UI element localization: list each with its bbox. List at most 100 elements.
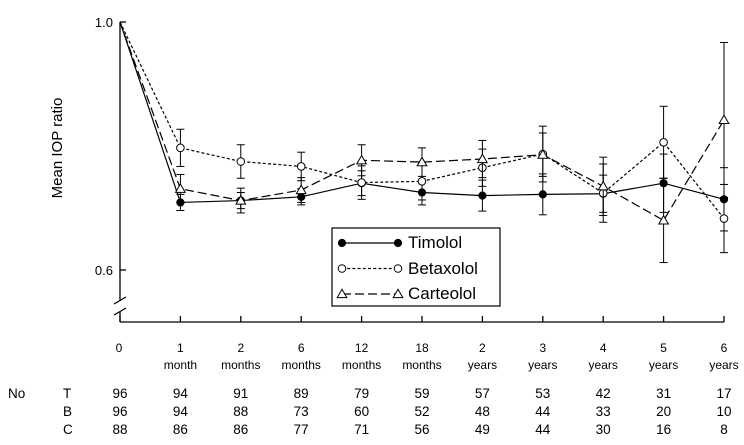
x-tick-label: 18 [415, 341, 429, 355]
x-tick-label: 2 [479, 341, 486, 355]
x-tick-sublabel: months [402, 358, 441, 372]
table-cell: 42 [596, 386, 611, 401]
table-cell: 56 [414, 422, 429, 437]
table-cell: 96 [112, 404, 127, 419]
table-cell: 52 [414, 404, 429, 419]
x-tick-sublabel: years [528, 358, 557, 372]
legend-marker-timolol [393, 238, 403, 248]
table-header: No [8, 386, 25, 401]
table-cell: 57 [475, 386, 490, 401]
series-line-carteolol [119, 21, 725, 222]
table-cell: 20 [656, 404, 671, 419]
table-row-label: C [63, 422, 73, 437]
x-tick-label: 5 [660, 341, 667, 355]
legend-label-timolol: Timolol [408, 233, 462, 252]
axes: 1.0 0.6 Mean IOP ratio 0 1 month 2 months 6 month… [49, 15, 739, 372]
data-point-carteolol [355, 154, 368, 165]
data-point-carteolol [476, 153, 489, 164]
table-cell: 59 [414, 386, 429, 401]
x-tick-sublabel: months [282, 358, 321, 372]
data-point-betaxolol [659, 137, 668, 147]
legend-marker-betaxolol [337, 264, 347, 273]
table-cell: 73 [294, 404, 309, 419]
legend-marker-carteolol [336, 288, 348, 299]
legend-marker-betaxolol [393, 264, 403, 273]
legend-label-carteolol: Carteolol [408, 284, 476, 303]
y-tick-label: 1.0 [95, 15, 113, 30]
table-cell: 53 [535, 386, 550, 401]
x-tick-sublabel: years [709, 358, 738, 372]
x-tick-sublabel: years [468, 358, 497, 372]
table-row-label: B [63, 404, 72, 419]
legend-marker-carteolol [392, 288, 404, 299]
table-cell: 48 [475, 404, 490, 419]
table-cell: 79 [354, 386, 369, 401]
table-cell: 88 [112, 422, 127, 437]
data-point-carteolol [295, 184, 307, 195]
data-point-carteolol [235, 194, 247, 205]
data-point-carteolol [718, 114, 730, 125]
table-cell: 86 [173, 422, 188, 437]
x-tick-label: 3 [539, 341, 546, 355]
legend-label-betaxolol: Betaxolol [408, 259, 478, 278]
x-tick-sublabel: months [342, 358, 381, 372]
table-row-label: T [63, 386, 71, 401]
table-cell: 44 [535, 404, 551, 419]
table-cell: 33 [596, 404, 611, 419]
table-cell: 44 [535, 422, 551, 437]
series-betaxolol [119, 21, 729, 254]
table-cell: 60 [354, 404, 369, 419]
data-point-timolol [538, 190, 547, 199]
data-point-carteolol [597, 180, 609, 191]
x-tick-sublabel: months [221, 358, 260, 372]
legend-box [331, 227, 501, 307]
table-cell: 16 [656, 422, 671, 437]
x-tick-sublabel: years [649, 358, 678, 372]
data-point-betaxolol [417, 177, 427, 186]
table-cell: 49 [475, 422, 490, 437]
data-point-betaxolol [357, 178, 366, 187]
x-tick-label: 2 [237, 341, 244, 355]
table-cell: 96 [112, 386, 127, 401]
x-tick-label: 0 [116, 341, 123, 355]
x-tick-label: 12 [355, 341, 369, 355]
table-cell: 88 [233, 404, 248, 419]
series-carteolol [119, 21, 730, 264]
data-point-betaxolol [296, 162, 306, 171]
legend-marker-timolol [337, 238, 347, 248]
data-point-betaxolol [719, 214, 729, 223]
x-tick-sublabel: month [164, 358, 197, 372]
table-cell: 94 [173, 386, 189, 401]
data-point-betaxolol [176, 143, 185, 153]
table-cell: 77 [294, 422, 309, 437]
data-point-betaxolol [236, 157, 246, 166]
data-point-carteolol [416, 156, 428, 167]
table-cell: 10 [716, 404, 731, 419]
y-tick-label: 0.6 [95, 263, 113, 278]
x-tick-sublabel: years [589, 358, 618, 372]
table-cell: 91 [233, 386, 248, 401]
table-cell: 89 [294, 386, 309, 401]
table-cell: 71 [354, 422, 369, 437]
x-tick-label: 6 [721, 341, 728, 355]
table-cell: 8 [720, 422, 728, 437]
y-axis-break-mark [113, 296, 127, 305]
data-point-timolol [478, 191, 487, 200]
y-axis-break-mark [113, 307, 127, 316]
table-cell: 86 [233, 422, 248, 437]
count-table: No T 96 94 91 89 79 59 57 53 42 31 17 B 96 94 88 73 60 52 48… [8, 386, 732, 437]
x-tick-label: 6 [298, 341, 305, 355]
data-point-carteolol [537, 148, 549, 159]
table-cell: 94 [173, 404, 189, 419]
series-layer [119, 21, 730, 264]
x-tick-label: 4 [600, 341, 607, 355]
data-point-carteolol [657, 214, 670, 225]
legend: Timolol Betaxolol Carteolol [331, 227, 501, 307]
y-axis-label: Mean IOP ratio [49, 98, 66, 199]
x-tick-label: 1 [177, 341, 184, 355]
table-cell: 17 [716, 386, 731, 401]
table-cell: 30 [596, 422, 611, 437]
table-cell: 31 [656, 386, 671, 401]
data-point-carteolol [174, 182, 187, 193]
